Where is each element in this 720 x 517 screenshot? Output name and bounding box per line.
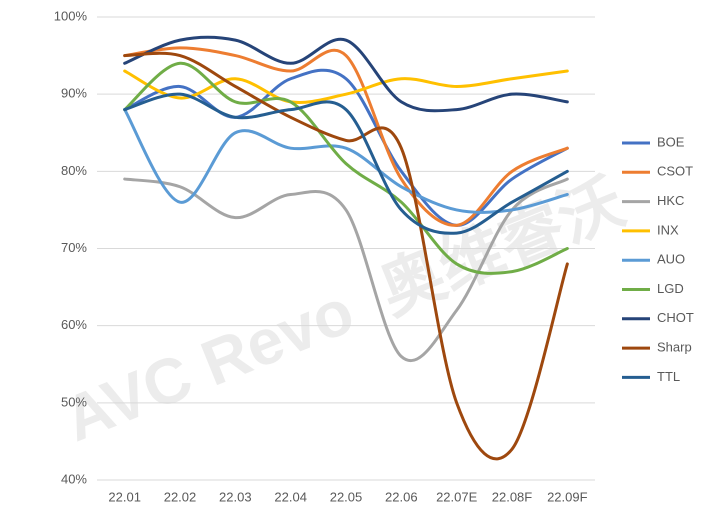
y-tick-label: 70% — [61, 240, 87, 255]
y-tick-label: 40% — [61, 471, 87, 486]
legend-label: Sharp — [657, 340, 692, 355]
legend-label: AUO — [657, 252, 685, 267]
x-tick-label: 22.04 — [274, 489, 307, 504]
x-tick-label: 22.06 — [385, 489, 418, 504]
legend-label: CHOT — [657, 310, 694, 325]
legend-label: LGD — [657, 281, 684, 296]
legend-label: TTL — [657, 369, 680, 384]
series-line — [123, 35, 569, 113]
series-line — [123, 46, 569, 227]
series-line — [123, 68, 569, 227]
series-line — [123, 51, 569, 461]
x-tick-label: 22.03 — [219, 489, 252, 504]
y-tick-label: 80% — [61, 163, 87, 178]
x-tick-label: 22.07E — [436, 489, 478, 504]
y-tick-label: 60% — [61, 317, 87, 332]
series-line — [123, 108, 569, 214]
y-tick-label: 50% — [61, 394, 87, 409]
watermark-text: AVC Revo — [54, 274, 363, 455]
legend-label: BOE — [657, 134, 685, 149]
series-line — [123, 69, 569, 104]
series-line — [123, 177, 569, 362]
y-tick-label: 90% — [61, 86, 87, 101]
x-tick-label: 22.09F — [547, 489, 588, 504]
series-line — [123, 92, 569, 235]
x-tick-label: 22.05 — [330, 489, 363, 504]
x-tick-label: 22.02 — [164, 489, 197, 504]
x-tick-label: 22.08F — [492, 489, 533, 504]
series-line — [123, 61, 569, 275]
y-tick-label: 100% — [54, 8, 88, 23]
legend-label: CSOT — [657, 164, 693, 179]
x-tick-label: 22.01 — [108, 489, 141, 504]
legend-label: INX — [657, 222, 679, 237]
legend-label: HKC — [657, 193, 684, 208]
